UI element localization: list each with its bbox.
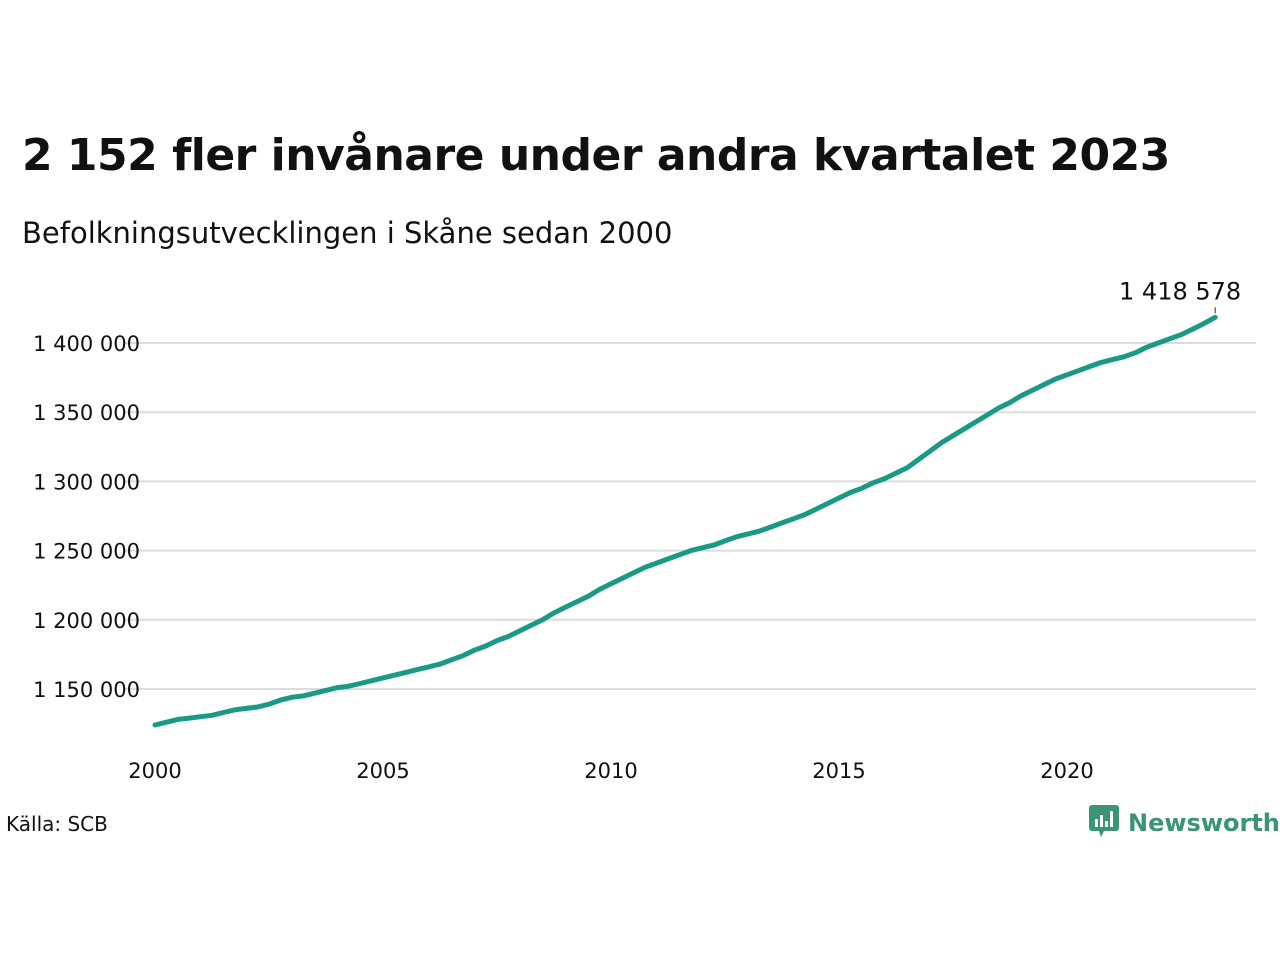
series-line-layer — [152, 314, 1218, 728]
x-tick-label: 2015 — [812, 759, 865, 783]
newsworthy-logo-icon — [1088, 804, 1120, 842]
x-tick-label: 2020 — [1040, 759, 1093, 783]
y-tick-label: 1 400 000 — [33, 332, 140, 356]
chart-subtitle: Befolkningsutvecklingen i Skåne sedan 20… — [22, 216, 673, 250]
series-line — [152, 314, 1218, 728]
x-axis-tick-labels: 2000 2005 2010 2015 2020 — [128, 759, 1093, 783]
y-tick-label: 1 200 000 — [33, 609, 140, 633]
end-value-annotation: 1 418 578 — [1119, 277, 1241, 314]
x-tick-label: 2010 — [584, 759, 637, 783]
chart-title: 2 152 fler invånare under andra kvartale… — [22, 130, 1170, 181]
grid-lines — [125, 342, 1256, 690]
y-tick-label: 1 300 000 — [33, 470, 140, 494]
y-tick-label: 1 150 000 — [33, 678, 140, 702]
y-tick-label: 1 350 000 — [33, 401, 140, 425]
x-tick-label: 2005 — [356, 759, 409, 783]
y-axis-tick-labels: 1 150 000 1 200 000 1 250 000 1 300 000 1 35… — [33, 332, 140, 702]
x-tick-label: 2000 — [128, 759, 181, 783]
y-tick-label: 1 250 000 — [33, 540, 140, 564]
source-note: Källa: SCB — [6, 812, 108, 836]
newsworthy-logo: Newsworthy — [1088, 804, 1280, 842]
end-value-label: 1 418 578 — [1119, 277, 1241, 305]
newsworthy-logo-text: Newsworthy — [1128, 809, 1280, 837]
